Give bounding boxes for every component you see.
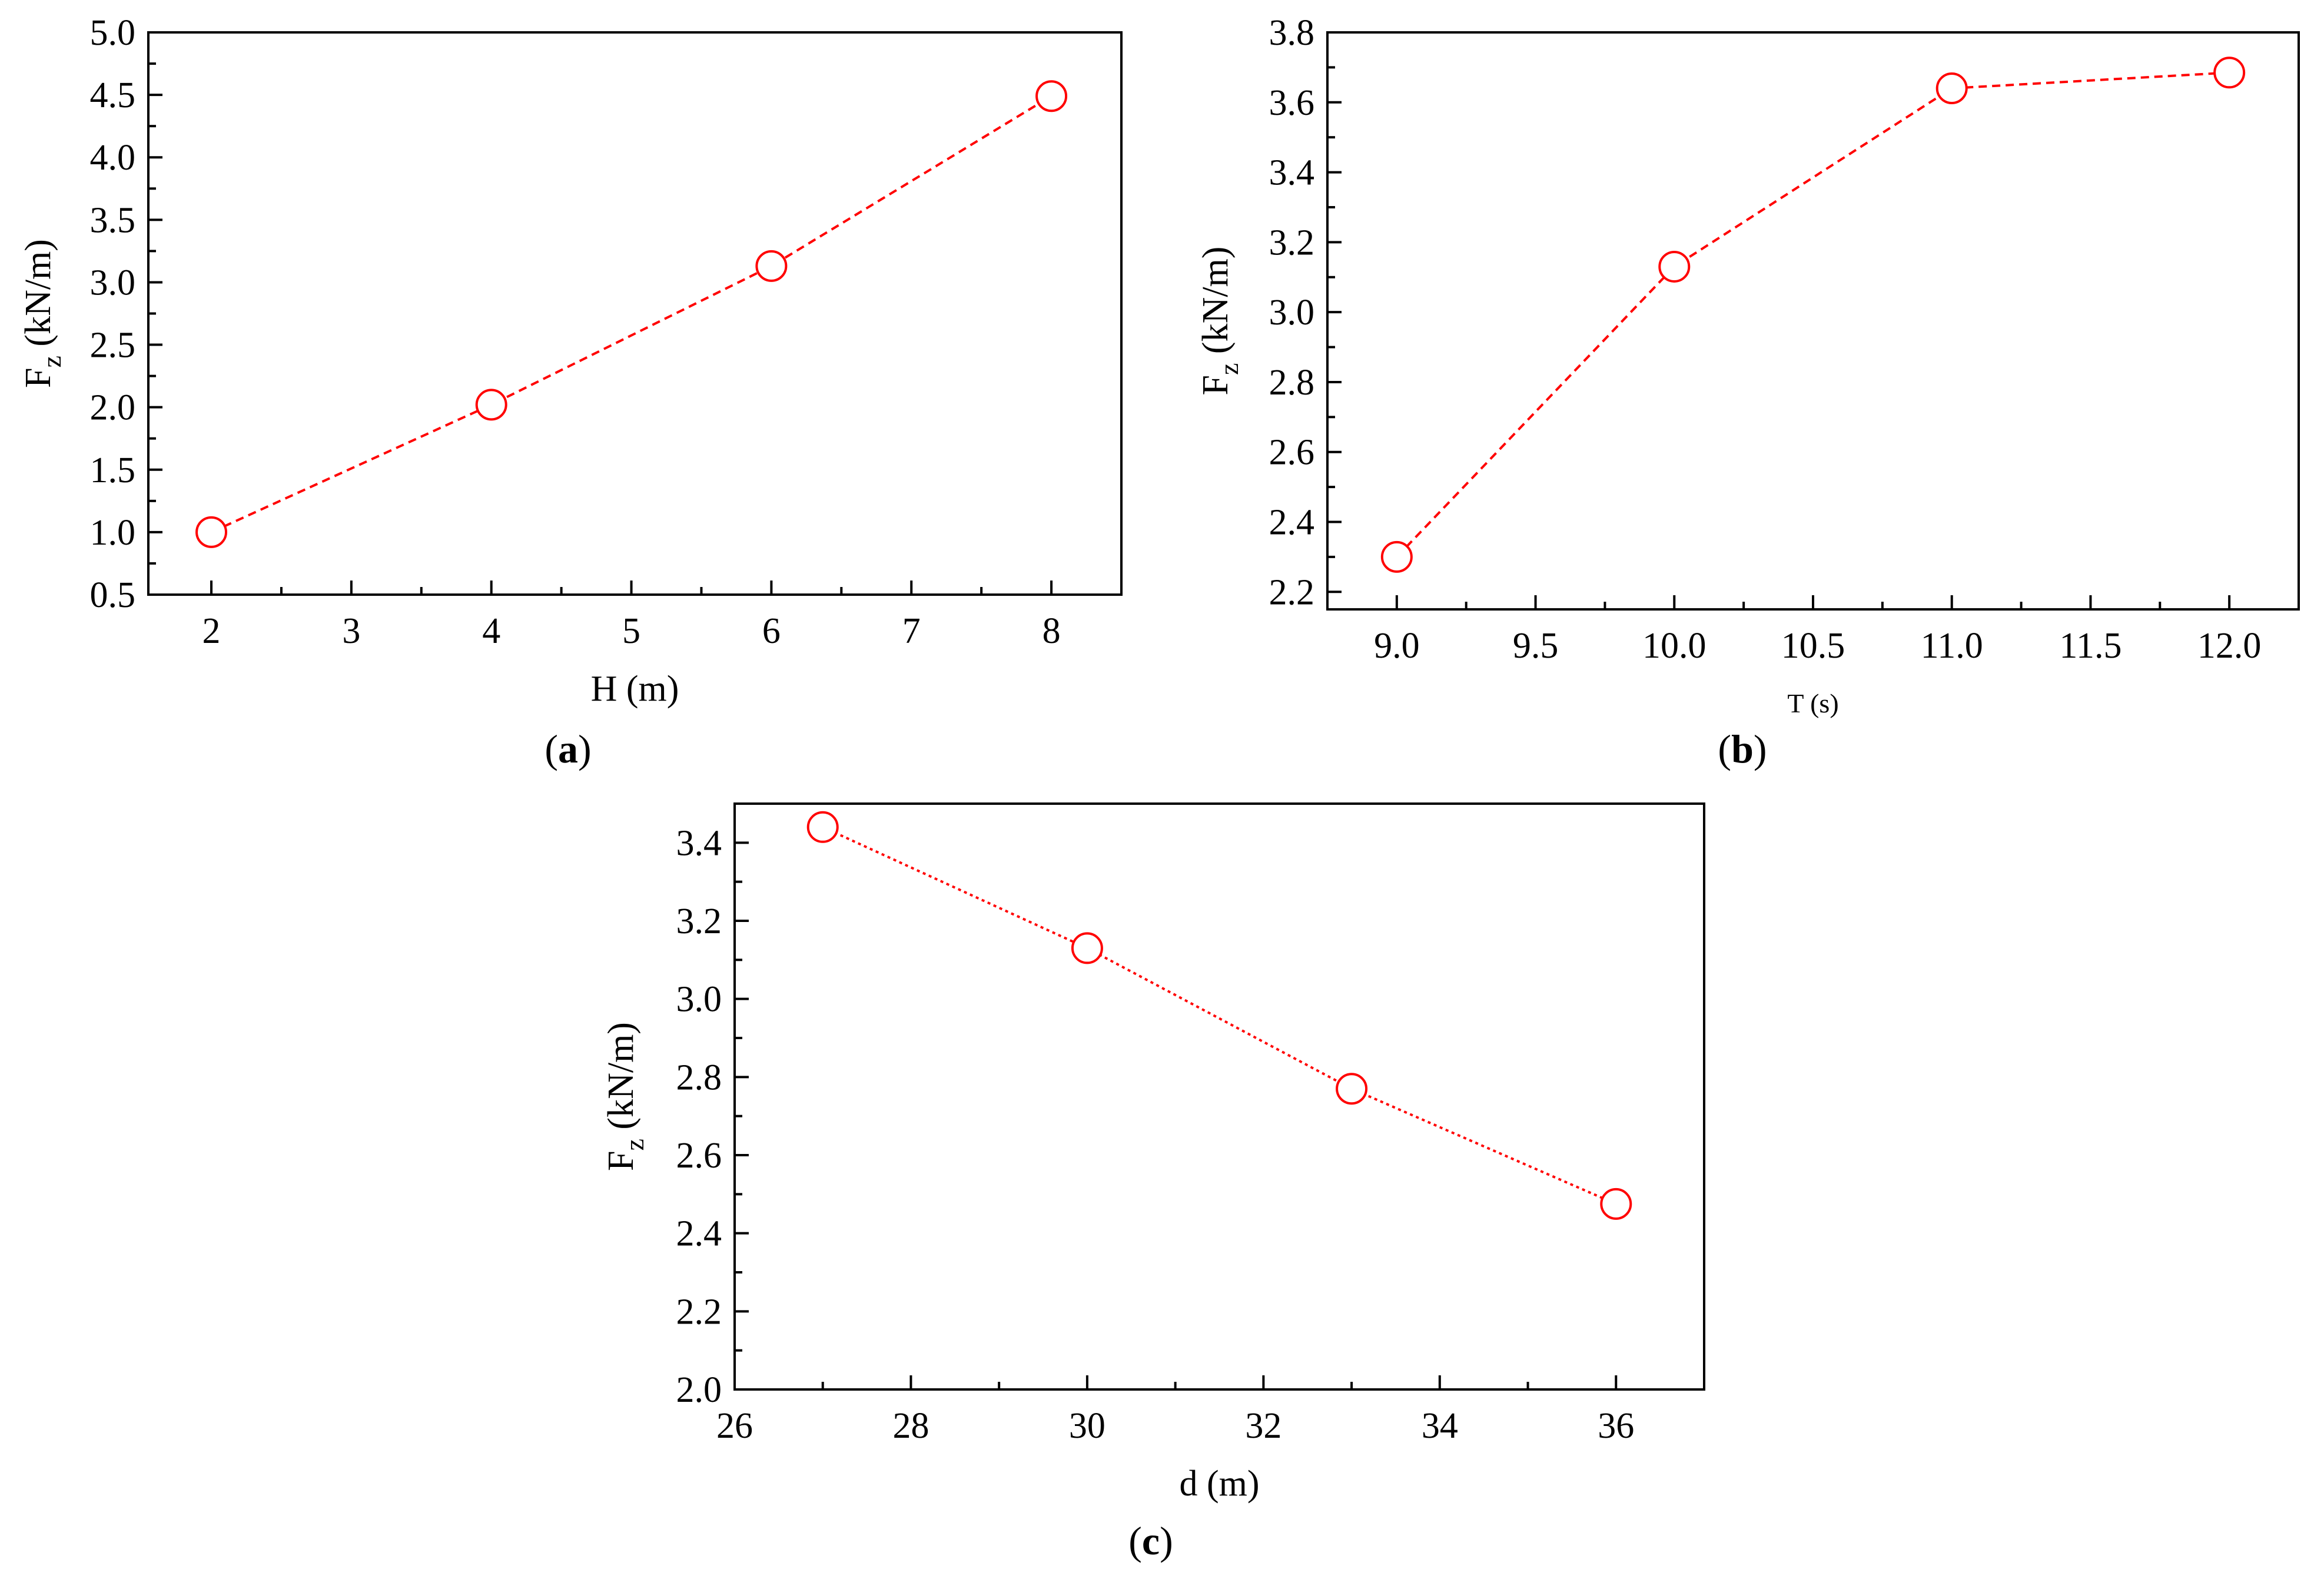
x-tick-label: 8 — [1043, 611, 1061, 651]
panel-a: 2 3 4 5 6 7 8 0.5 1.0 1.5 2.0 2.5 3.0 3.5 4.0 4.5 5.0 H (… — [18, 13, 1123, 771]
panel-label-letter: c — [1142, 1518, 1160, 1563]
y-axis-label-main: F — [18, 367, 58, 387]
y-tick-label: 3.2 — [676, 901, 722, 941]
panel-label: (b) — [1718, 727, 1767, 771]
x-tick-label: 9.5 — [1513, 626, 1559, 666]
y-tick-label: 2.8 — [1269, 363, 1315, 403]
x-tick-label: 30 — [1069, 1406, 1105, 1446]
series-line — [1396, 71, 2230, 558]
x-tick-label: 10.5 — [1781, 626, 1845, 666]
y-tick-label: 3.4 — [676, 823, 722, 863]
panel-label: (c) — [1128, 1518, 1173, 1563]
data-point-marker — [195, 516, 228, 548]
x-tick-label: 3 — [342, 611, 360, 651]
y-axis-label: Fz (kN/m) — [601, 1022, 649, 1171]
data-point-marker — [1071, 932, 1103, 964]
y-axis-label-main: F — [1196, 375, 1236, 395]
x-axis-label: d (m) — [1179, 1464, 1259, 1504]
y-axis-label-unit: (kN/m) — [601, 1022, 641, 1139]
x-tick-label: 11.5 — [2059, 626, 2122, 666]
x-tick-label: 11.0 — [1921, 626, 1983, 666]
x-tick-label: 4 — [482, 611, 500, 651]
y-tick-label: 2.4 — [1269, 503, 1315, 543]
data-point-marker — [1600, 1188, 1632, 1220]
data-point-marker — [806, 811, 839, 843]
y-tick-label: 2.2 — [1269, 572, 1315, 612]
plot-frame — [1326, 31, 2300, 611]
y-axis-label-unit: (kN/m) — [18, 239, 58, 356]
panel-label-open-paren: ( — [545, 727, 558, 771]
y-tick-label: 0.5 — [90, 575, 136, 615]
y-tick-label: 2.6 — [676, 1136, 722, 1176]
x-tick-label: 12.0 — [2197, 626, 2262, 666]
y-tick-label: 3.4 — [1269, 153, 1315, 193]
y-axis-label-main: F — [601, 1150, 641, 1170]
y-tick-label: 3.5 — [90, 200, 136, 240]
data-point-marker — [1336, 1073, 1368, 1105]
y-tick-label: 2.6 — [1269, 433, 1315, 473]
y-tick-label: 2.5 — [90, 326, 136, 366]
x-tick-label: 9.0 — [1374, 626, 1420, 666]
y-tick-label: 2.2 — [676, 1292, 722, 1332]
y-tick-label: 2.0 — [90, 388, 136, 428]
data-point-marker — [1380, 540, 1413, 573]
x-tick-label: 6 — [762, 611, 781, 651]
y-tick-label: 3.0 — [676, 980, 722, 1020]
panel-label-open-paren: ( — [1128, 1518, 1142, 1563]
y-tick-label: 3.0 — [1269, 293, 1315, 333]
y-axis-label-unit: (kN/m) — [1196, 247, 1236, 363]
panel-label-close-paren: ) — [578, 727, 592, 771]
panel-b: 9.0 9.5 10.0 10.5 11.0 11.5 12.0 2.2 2.4 2.6 2.8 3.… — [1196, 13, 2300, 771]
series-line — [822, 825, 1617, 1205]
data-point-marker — [1658, 250, 1691, 283]
x-tick-label: 28 — [892, 1406, 929, 1446]
data-point-marker — [755, 250, 788, 282]
panel-label-letter: a — [558, 727, 578, 771]
y-tick-label: 3.6 — [1269, 83, 1315, 123]
x-tick-label: 26 — [716, 1406, 753, 1446]
data-point-marker — [1935, 72, 1968, 105]
x-axis-label: T (s) — [1787, 688, 1838, 718]
y-tick-label: 1.0 — [90, 513, 136, 553]
data-point-marker — [2213, 57, 2246, 89]
data-point-marker — [1035, 80, 1068, 112]
y-axis-label-subscript: z — [619, 1139, 649, 1150]
y-tick-label: 4.0 — [90, 138, 136, 178]
y-tick-label: 2.0 — [676, 1370, 722, 1410]
x-axis-label: H (m) — [591, 669, 679, 709]
panel-label-letter: b — [1731, 727, 1754, 771]
x-tick-label: 2 — [202, 611, 221, 651]
y-tick-label: 2.8 — [676, 1057, 722, 1097]
panel-label-open-paren: ( — [1718, 727, 1731, 771]
x-tick-label: 7 — [902, 611, 921, 651]
y-tick-label: 3.0 — [90, 263, 136, 303]
y-axis-label-subscript: z — [1214, 363, 1244, 375]
y-tick-label: 1.5 — [90, 450, 136, 490]
panel-label-close-paren: ) — [1754, 727, 1767, 771]
y-tick-label: 3.8 — [1269, 13, 1315, 53]
x-tick-label: 32 — [1245, 1406, 1281, 1446]
y-tick-label: 2.4 — [676, 1214, 722, 1254]
x-tick-label: 10.0 — [1642, 626, 1707, 666]
plot-frame — [733, 802, 1705, 1391]
y-axis-label-subscript: z — [36, 356, 67, 367]
x-tick-label: 5 — [622, 611, 640, 651]
y-axis-label: Fz (kN/m) — [18, 239, 67, 388]
panel-label-close-paren: ) — [1160, 1518, 1173, 1563]
data-point-marker — [475, 389, 507, 421]
x-tick-label: 36 — [1598, 1406, 1634, 1446]
y-tick-label: 4.5 — [90, 75, 136, 115]
panel-label: (a) — [545, 727, 591, 771]
y-axis-label: Fz (kN/m) — [1196, 247, 1244, 396]
panel-c: 26 28 30 32 34 36 2.0 2.2 2.4 2.6 2.8 3.0 3.2 3.4 d (m… — [601, 802, 1705, 1563]
plot-frame — [147, 31, 1123, 596]
y-tick-label: 5.0 — [90, 13, 136, 53]
x-tick-label: 34 — [1422, 1406, 1458, 1446]
y-tick-label: 3.2 — [1269, 223, 1315, 263]
series-line — [211, 95, 1053, 533]
